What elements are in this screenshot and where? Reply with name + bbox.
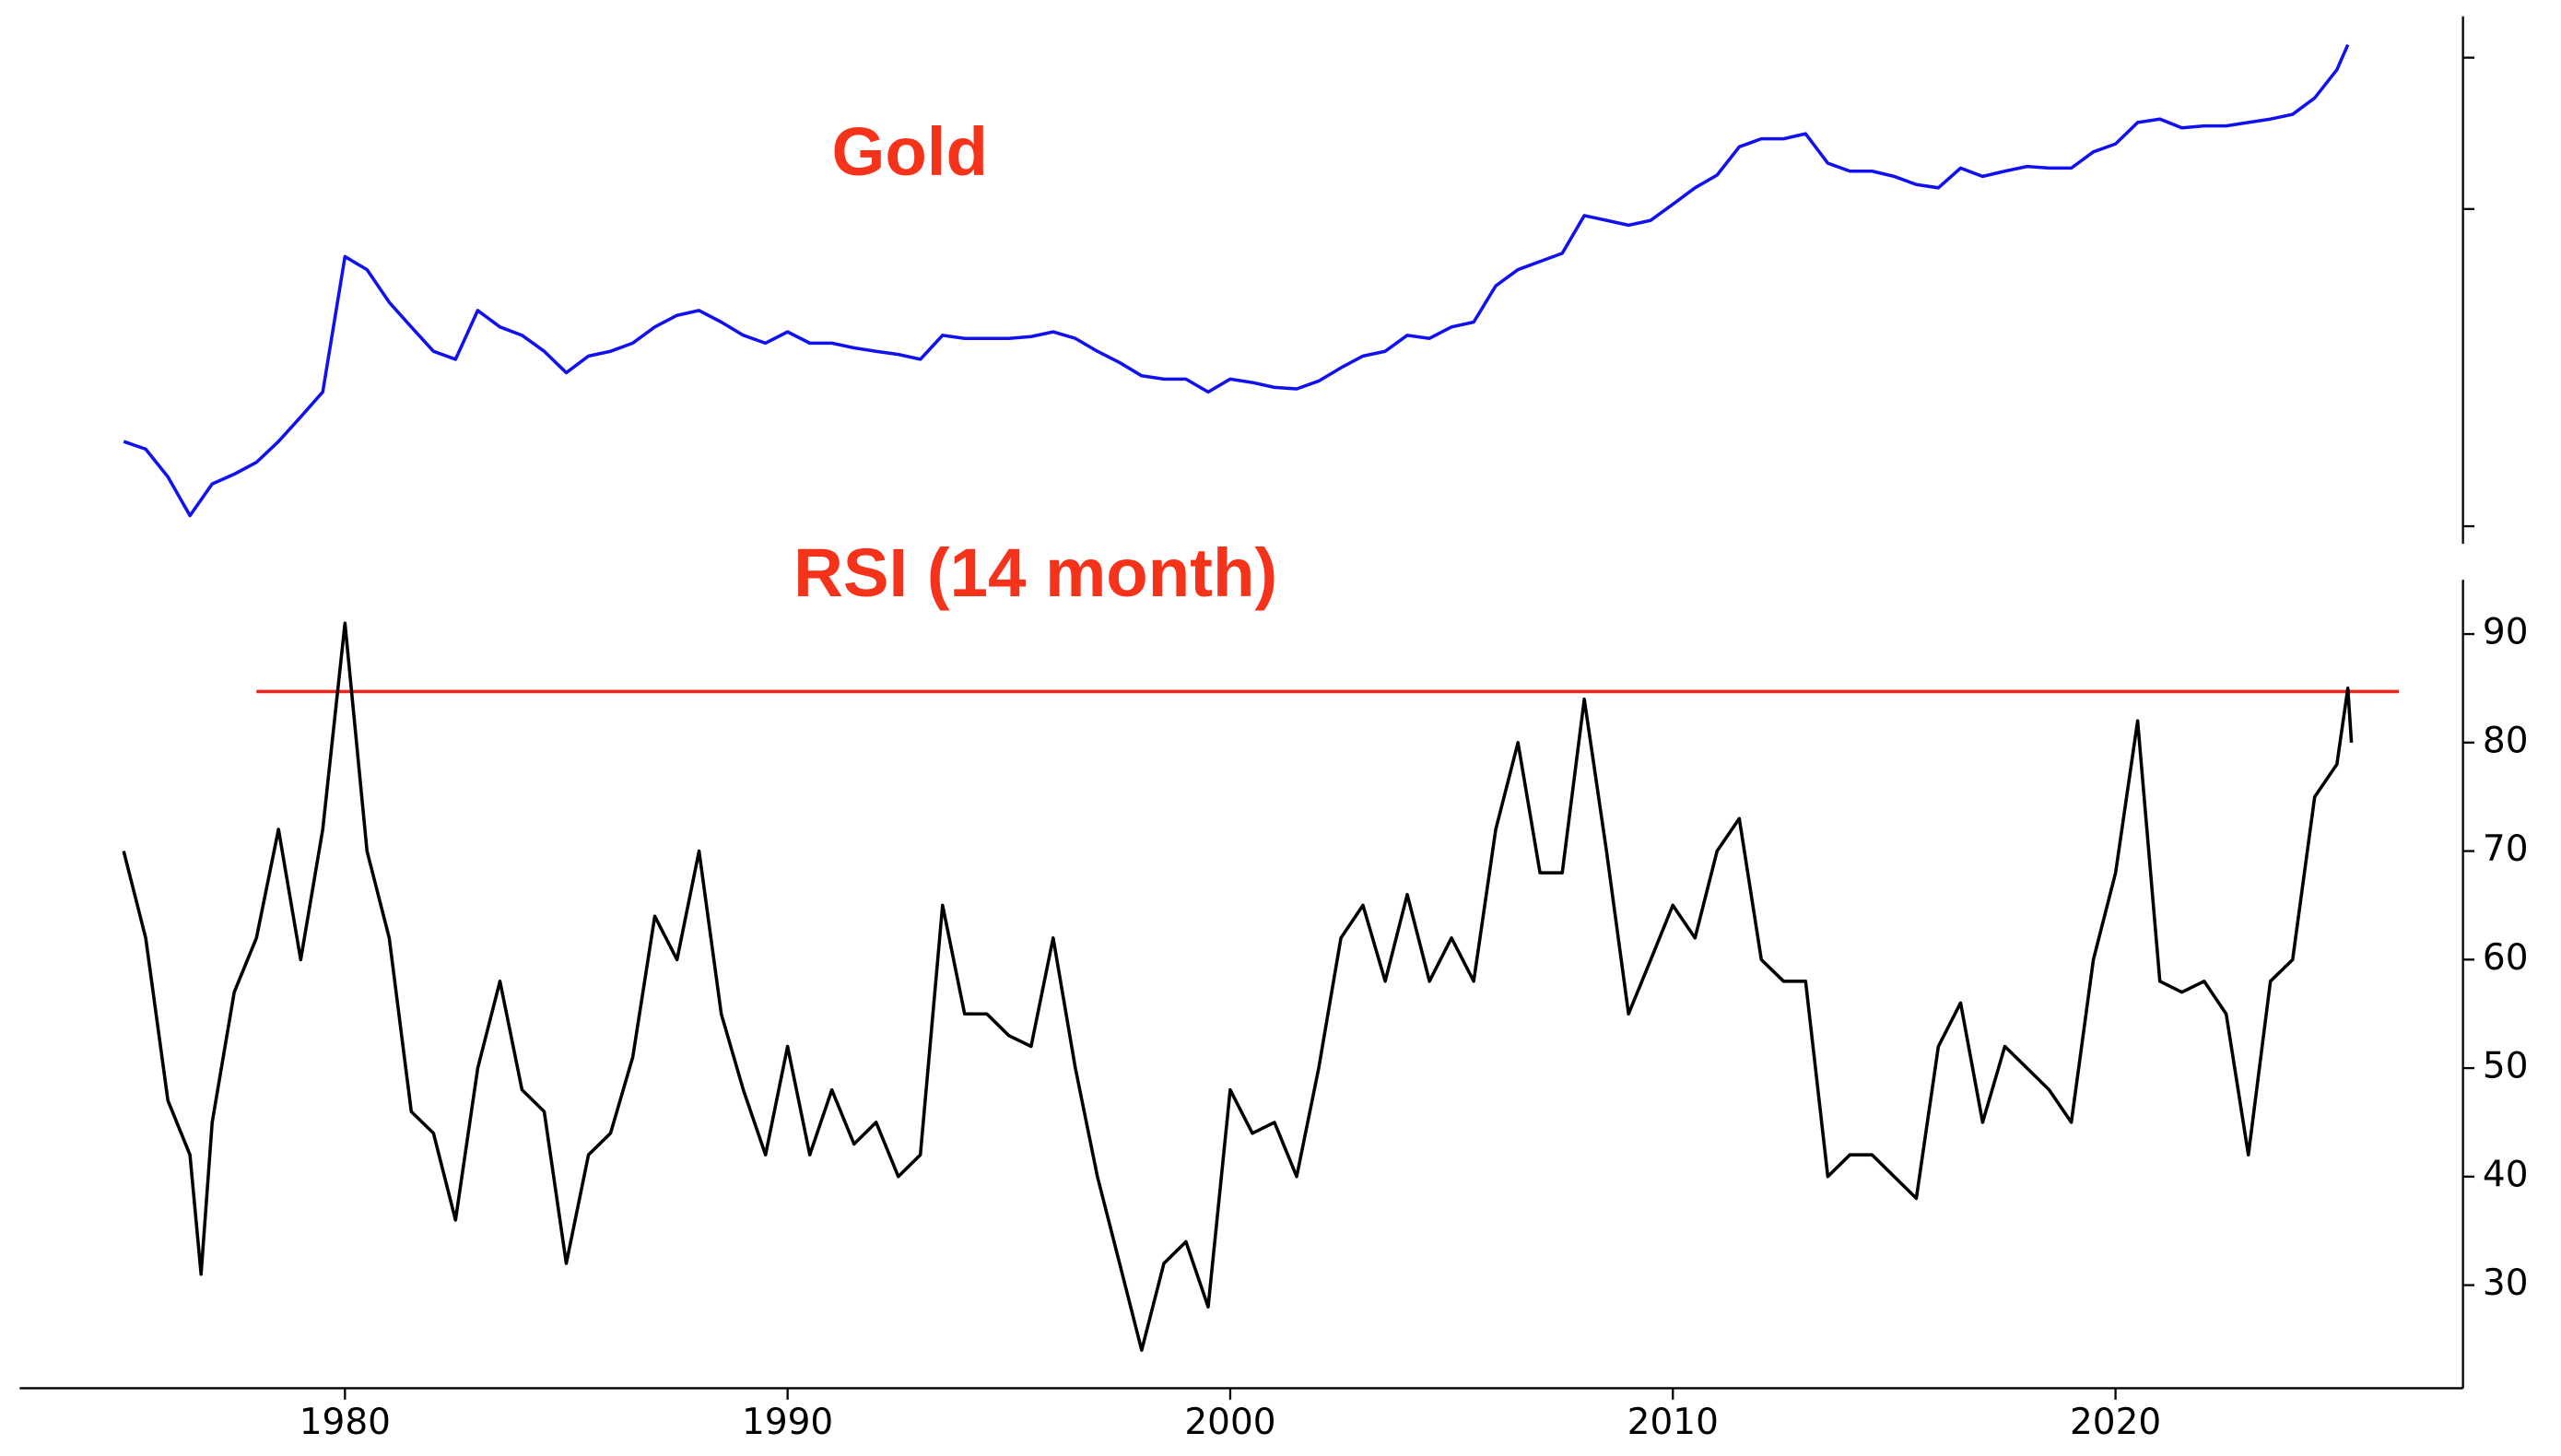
y-tick-label: 80 <box>2483 720 2529 761</box>
line-series <box>122 621 2354 1352</box>
y-tick-label: 60 <box>2483 937 2529 979</box>
x-tick-label: 1990 <box>742 1402 833 1443</box>
chart-title: RSI (14 month) <box>793 534 1277 611</box>
x-tick-label: 1980 <box>300 1402 391 1443</box>
y-tick-label: 50 <box>2483 1046 2529 1087</box>
y-tick-label: 70 <box>2483 828 2529 870</box>
x-tick-label: 2020 <box>2070 1402 2161 1443</box>
y-tick-label: 40 <box>2483 1154 2529 1195</box>
x-tick-label: 2000 <box>1184 1402 1275 1443</box>
chart-title: Gold <box>831 113 987 190</box>
x-tick-label: 2010 <box>1627 1402 1719 1443</box>
y-tick-label: 30 <box>2483 1262 2529 1304</box>
line-series <box>123 43 2350 518</box>
y-tick-label: 90 <box>2483 612 2529 653</box>
